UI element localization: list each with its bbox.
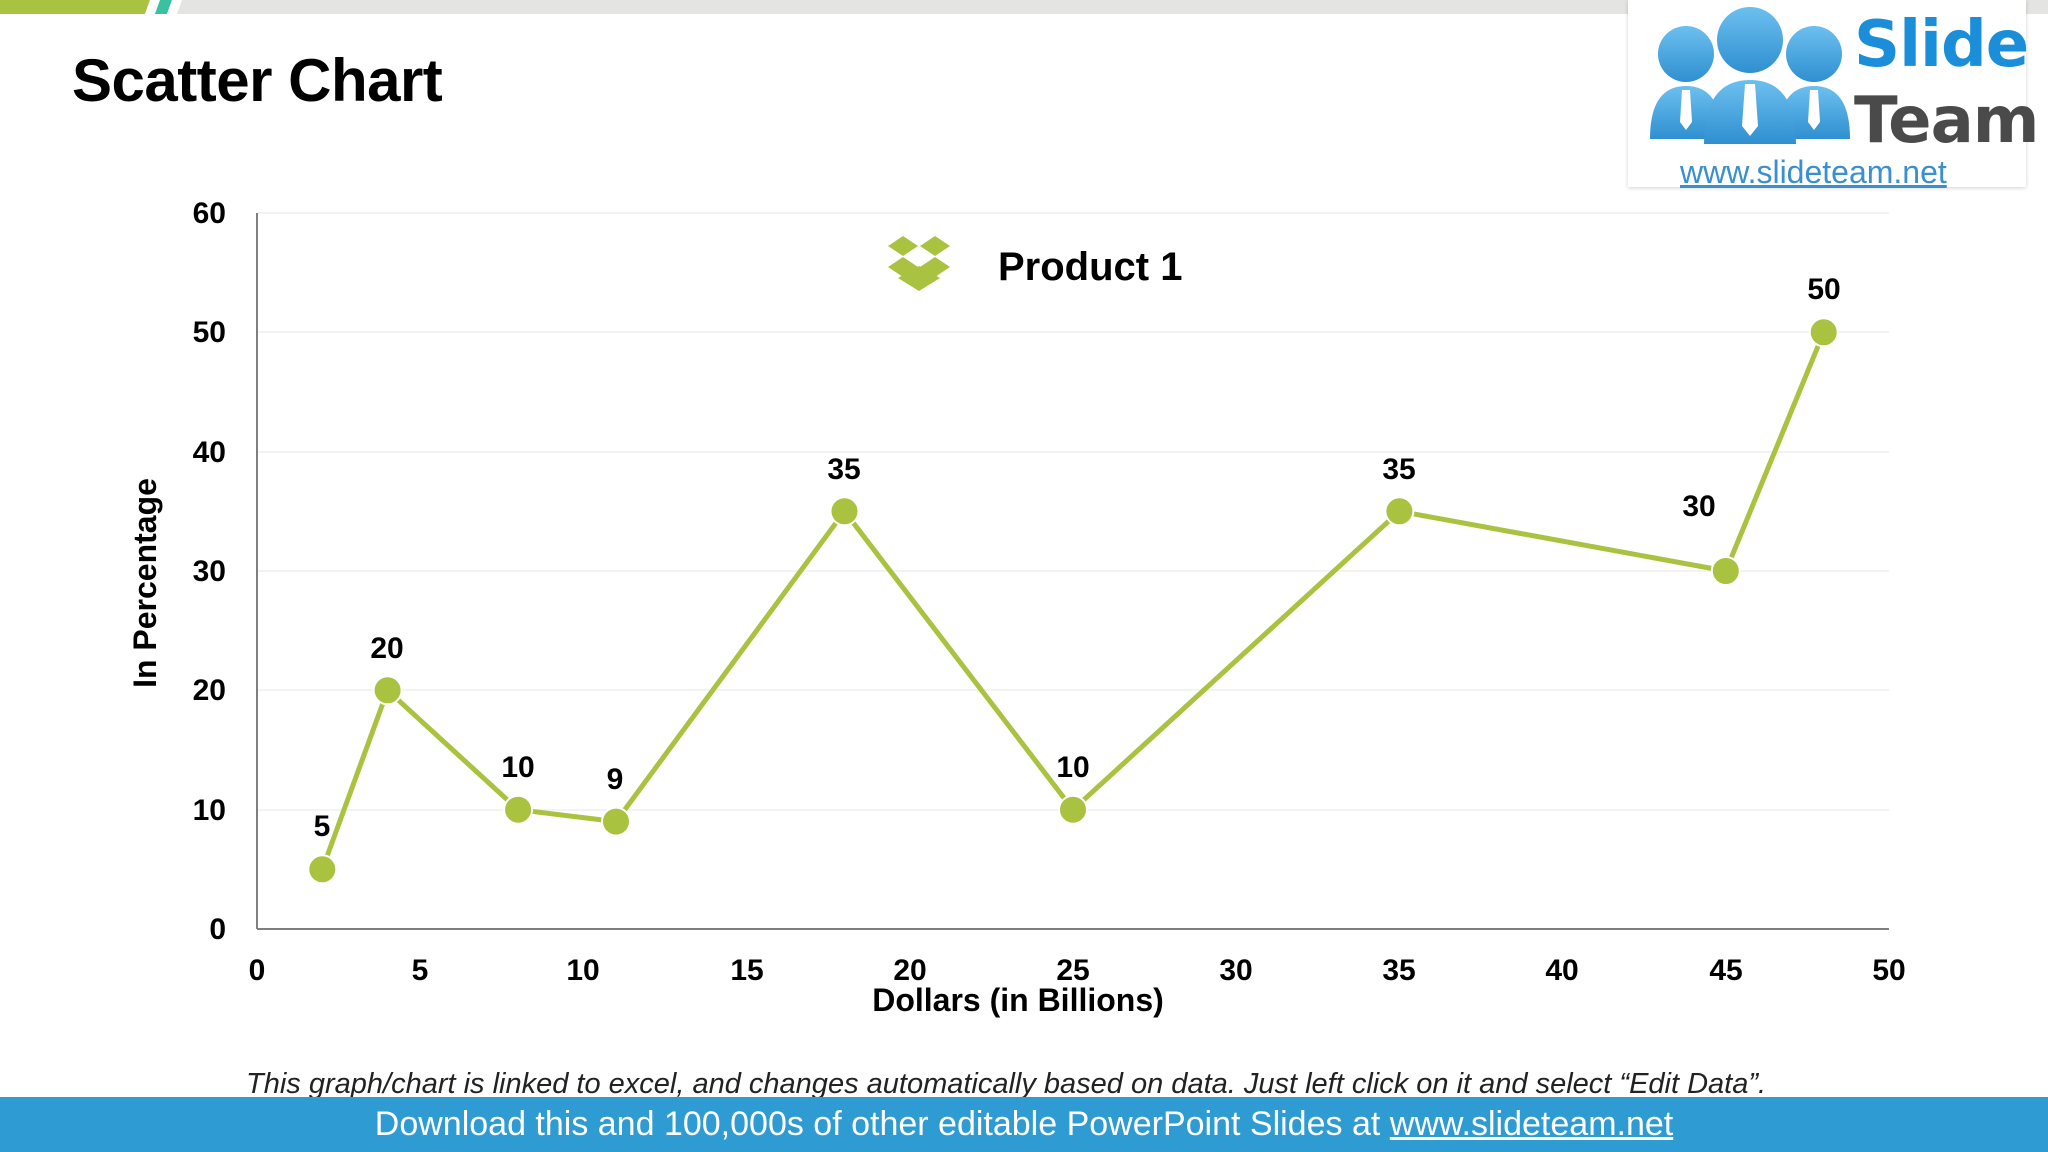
data-point[interactable] bbox=[829, 496, 860, 527]
data-point[interactable] bbox=[372, 675, 403, 706]
data-label: 5 bbox=[314, 810, 331, 843]
data-point[interactable] bbox=[1384, 496, 1415, 527]
dropbox-box-icon bbox=[888, 236, 950, 291]
footer-link[interactable]: www.slideteam.net bbox=[1389, 1105, 1674, 1143]
svg-text:0: 0 bbox=[249, 954, 266, 987]
data-point[interactable] bbox=[307, 854, 338, 885]
data-point[interactable] bbox=[601, 806, 631, 837]
y-tick-labels: 60 50 40 30 20 10 0 bbox=[193, 197, 226, 946]
data-label: 20 bbox=[370, 632, 403, 665]
svg-text:10: 10 bbox=[193, 794, 226, 827]
series-line-product-1 bbox=[319, 331, 1827, 871]
data-label: 35 bbox=[827, 453, 860, 486]
svg-text:0: 0 bbox=[209, 913, 226, 946]
data-labels: 5 20 10 9 35 10 35 30 50 bbox=[314, 273, 1841, 843]
svg-text:50: 50 bbox=[193, 316, 226, 349]
data-point[interactable] bbox=[1710, 556, 1741, 586]
svg-text:5: 5 bbox=[412, 954, 429, 987]
data-point[interactable] bbox=[1058, 794, 1088, 825]
svg-text:60: 60 bbox=[193, 197, 226, 230]
svg-text:20: 20 bbox=[193, 674, 226, 707]
slideteam-logo[interactable]: Slide Team www.slideteam.net bbox=[1628, 0, 2039, 190]
gridlines bbox=[257, 212, 1889, 811]
legend-label-product-1: Product 1 bbox=[998, 245, 1182, 289]
svg-text:20: 20 bbox=[893, 954, 926, 987]
data-label: 35 bbox=[1382, 453, 1415, 486]
y-axis-title: In Percentage bbox=[127, 478, 163, 688]
people-icon bbox=[1650, 7, 1850, 144]
svg-text:40: 40 bbox=[1545, 954, 1578, 987]
chart-caption: This graph/chart is linked to excel, and… bbox=[246, 1068, 1767, 1100]
data-point[interactable] bbox=[1808, 317, 1839, 348]
data-point[interactable] bbox=[503, 794, 534, 825]
data-label: 9 bbox=[607, 763, 624, 796]
svg-text:30: 30 bbox=[1219, 954, 1252, 987]
data-label: 10 bbox=[501, 751, 534, 784]
data-points[interactable] bbox=[307, 317, 1839, 885]
data-label: 10 bbox=[1056, 751, 1089, 784]
svg-text:45: 45 bbox=[1709, 954, 1742, 987]
data-label: 50 bbox=[1807, 273, 1840, 306]
svg-text:30: 30 bbox=[193, 555, 226, 588]
svg-text:50: 50 bbox=[1872, 954, 1905, 987]
logo-slide-text: Slide bbox=[1854, 8, 2029, 82]
svg-text:25: 25 bbox=[1056, 954, 1089, 987]
legend[interactable]: Product 1 bbox=[888, 236, 1182, 291]
svg-text:15: 15 bbox=[730, 954, 763, 987]
footer-banner: Download this and 100,000s of other edit… bbox=[0, 1097, 2048, 1152]
footer-text: Download this and 100,000s of other edit… bbox=[374, 1105, 1390, 1143]
svg-text:35: 35 bbox=[1382, 954, 1415, 987]
top-accent-bar bbox=[0, 0, 2048, 14]
data-label: 30 bbox=[1682, 490, 1715, 523]
logo-team-text: Team bbox=[1854, 84, 2039, 158]
x-tick-labels: 0 5 10 15 20 25 30 35 40 45 50 bbox=[249, 954, 1906, 987]
logo-url-link[interactable]: www.slideteam.net bbox=[1680, 154, 1947, 190]
x-axis-title: Dollars (in Billions) bbox=[872, 982, 1164, 1018]
svg-text:40: 40 bbox=[193, 436, 226, 469]
page-title: Scatter Chart bbox=[72, 47, 443, 114]
svg-text:10: 10 bbox=[566, 954, 599, 987]
